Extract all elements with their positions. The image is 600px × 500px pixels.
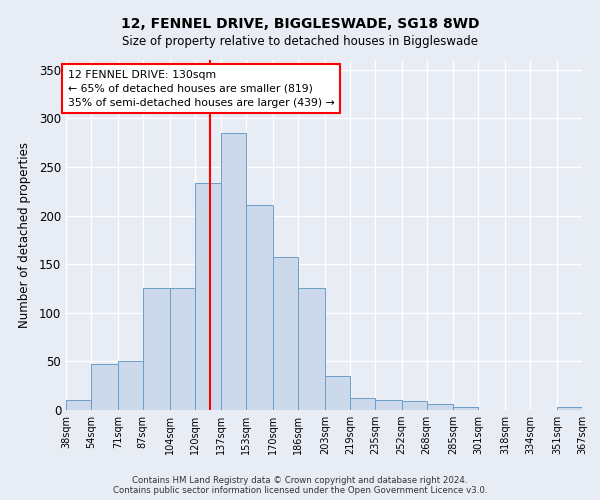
Bar <box>325 376 350 410</box>
Text: Contains public sector information licensed under the Open Government Licence v3: Contains public sector information licen… <box>113 486 487 495</box>
Bar <box>170 288 194 410</box>
Bar <box>350 398 375 410</box>
Text: Size of property relative to detached houses in Biggleswade: Size of property relative to detached ho… <box>122 35 478 48</box>
Text: 12 FENNEL DRIVE: 130sqm
← 65% of detached houses are smaller (819)
35% of semi-d: 12 FENNEL DRIVE: 130sqm ← 65% of detache… <box>68 70 334 108</box>
Bar <box>427 404 454 410</box>
Bar <box>221 133 247 410</box>
Bar <box>118 362 143 410</box>
Bar <box>375 400 401 410</box>
Y-axis label: Number of detached properties: Number of detached properties <box>17 142 31 328</box>
Bar <box>273 258 298 410</box>
Bar <box>194 182 221 410</box>
Bar <box>298 288 325 410</box>
Bar <box>401 401 427 410</box>
Bar <box>91 364 118 410</box>
Bar <box>143 288 170 410</box>
Text: 12, FENNEL DRIVE, BIGGLESWADE, SG18 8WD: 12, FENNEL DRIVE, BIGGLESWADE, SG18 8WD <box>121 18 479 32</box>
Bar <box>454 407 478 410</box>
Bar <box>557 407 582 410</box>
Bar <box>66 400 91 410</box>
Bar <box>247 205 273 410</box>
Text: Contains HM Land Registry data © Crown copyright and database right 2024.: Contains HM Land Registry data © Crown c… <box>132 476 468 485</box>
